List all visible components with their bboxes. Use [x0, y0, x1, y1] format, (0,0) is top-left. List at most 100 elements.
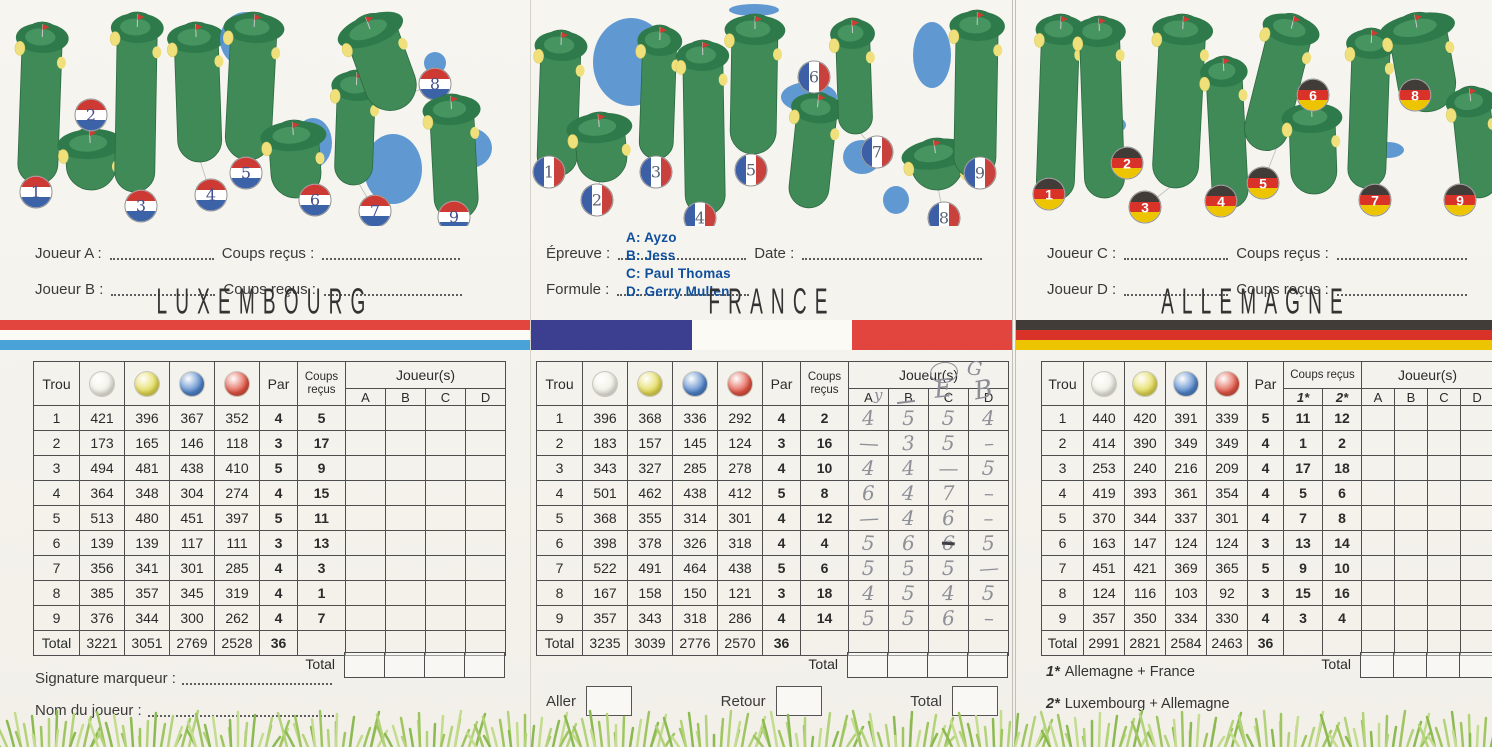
grand-total-cell-d[interactable] — [1459, 652, 1492, 678]
grand-total-cell-c[interactable] — [927, 652, 968, 678]
score-cell[interactable] — [345, 455, 386, 481]
score-cell[interactable] — [425, 505, 466, 531]
score-cell[interactable] — [1394, 405, 1428, 431]
player-name-field[interactable] — [147, 703, 334, 717]
signature-field[interactable] — [181, 671, 332, 685]
score-cell[interactable] — [1394, 605, 1428, 631]
score-cell[interactable] — [1361, 455, 1395, 481]
score-cell[interactable] — [425, 605, 466, 631]
score-cell[interactable] — [464, 555, 507, 581]
score-cell[interactable] — [1394, 430, 1428, 456]
score-cell[interactable] — [425, 405, 466, 431]
score-cell[interactable] — [1394, 455, 1428, 481]
score-cell[interactable] — [1361, 605, 1395, 631]
retour-box[interactable] — [775, 686, 822, 716]
coups-recus-line[interactable] — [1336, 246, 1467, 260]
total-score-cell[interactable] — [385, 630, 426, 656]
score-cell[interactable] — [345, 430, 386, 456]
score-cell[interactable] — [425, 555, 466, 581]
score-cell[interactable] — [1361, 430, 1395, 456]
score-cell[interactable] — [1427, 555, 1461, 581]
grand-total-cell-a[interactable] — [1360, 652, 1394, 678]
player-a-name-line[interactable] — [109, 246, 214, 260]
total-score-cell[interactable] — [848, 630, 889, 656]
score-cell[interactable] — [425, 455, 466, 481]
score-cell[interactable] — [345, 555, 386, 581]
grand-total-cell-b[interactable] — [384, 652, 425, 678]
total-score-cell[interactable] — [888, 630, 929, 656]
grand-total-cell-a[interactable] — [344, 652, 385, 678]
total-score-cell[interactable] — [1394, 630, 1428, 656]
score-cell[interactable] — [1394, 480, 1428, 506]
score-cell[interactable] — [425, 480, 466, 506]
score-cell[interactable] — [345, 530, 386, 556]
score-cell[interactable] — [425, 580, 466, 606]
score-cell[interactable] — [464, 505, 507, 531]
player-b-name-line[interactable] — [111, 282, 216, 296]
score-cell[interactable] — [385, 480, 426, 506]
score-cell[interactable] — [1459, 580, 1492, 606]
score-cell[interactable] — [345, 480, 386, 506]
score-cell[interactable] — [345, 405, 386, 431]
score-cell[interactable] — [1361, 405, 1395, 431]
score-cell[interactable] — [345, 505, 386, 531]
epreuve-field[interactable] — [618, 246, 747, 260]
score-cell[interactable] — [425, 430, 466, 456]
coups-recus-line[interactable] — [322, 246, 461, 260]
score-cell[interactable] — [1427, 605, 1461, 631]
total-box[interactable] — [951, 686, 998, 716]
score-cell[interactable] — [1459, 405, 1492, 431]
formule-field[interactable] — [617, 282, 750, 296]
total-score-cell[interactable] — [1459, 630, 1492, 656]
score-cell[interactable] — [1361, 480, 1395, 506]
score-cell[interactable] — [385, 430, 426, 456]
score-cell[interactable] — [1427, 430, 1461, 456]
grand-total-cell-d[interactable] — [967, 652, 1008, 678]
score-cell[interactable] — [1427, 530, 1461, 556]
score-cell[interactable] — [1459, 480, 1492, 506]
total-score-cell[interactable] — [928, 630, 969, 656]
score-cell[interactable] — [1427, 455, 1461, 481]
score-cell[interactable] — [1459, 430, 1492, 456]
coups-recus-line[interactable] — [1336, 282, 1467, 296]
total-score-cell[interactable] — [967, 630, 1010, 656]
score-cell[interactable] — [464, 430, 507, 456]
total-score-cell[interactable] — [1427, 630, 1461, 656]
score-cell[interactable] — [385, 580, 426, 606]
score-cell[interactable] — [464, 455, 507, 481]
score-cell[interactable] — [385, 530, 426, 556]
score-cell[interactable] — [345, 605, 386, 631]
score-cell[interactable] — [1361, 530, 1395, 556]
grand-total-cell-d[interactable] — [464, 652, 505, 678]
score-cell[interactable] — [464, 605, 507, 631]
total-score-cell[interactable] — [464, 630, 507, 656]
score-cell[interactable] — [385, 555, 426, 581]
aller-box[interactable] — [586, 686, 633, 716]
score-cell[interactable] — [1459, 530, 1492, 556]
grand-total-cell-b[interactable] — [1393, 652, 1427, 678]
score-cell[interactable] — [1361, 505, 1395, 531]
score-cell[interactable] — [464, 480, 507, 506]
score-cell[interactable] — [385, 455, 426, 481]
score-cell[interactable] — [1394, 555, 1428, 581]
score-cell[interactable] — [1427, 580, 1461, 606]
score-cell[interactable] — [464, 405, 507, 431]
score-cell[interactable] — [1427, 405, 1461, 431]
date-field[interactable] — [802, 246, 983, 260]
score-cell[interactable] — [425, 530, 466, 556]
coups-recus-line[interactable] — [323, 282, 462, 296]
score-cell[interactable] — [1459, 455, 1492, 481]
score-cell[interactable] — [1427, 480, 1461, 506]
score-cell[interactable] — [1459, 605, 1492, 631]
score-cell[interactable] — [385, 505, 426, 531]
score-cell[interactable] — [1394, 505, 1428, 531]
grand-total-cell-c[interactable] — [1426, 652, 1460, 678]
score-cell[interactable] — [1459, 555, 1492, 581]
player-c-name-line[interactable] — [1124, 246, 1229, 260]
total-score-cell[interactable] — [425, 630, 466, 656]
score-cell[interactable] — [1459, 505, 1492, 531]
score-cell[interactable] — [385, 605, 426, 631]
grand-total-cell-b[interactable] — [887, 652, 928, 678]
grand-total-cell-a[interactable] — [847, 652, 888, 678]
score-cell[interactable] — [1427, 505, 1461, 531]
